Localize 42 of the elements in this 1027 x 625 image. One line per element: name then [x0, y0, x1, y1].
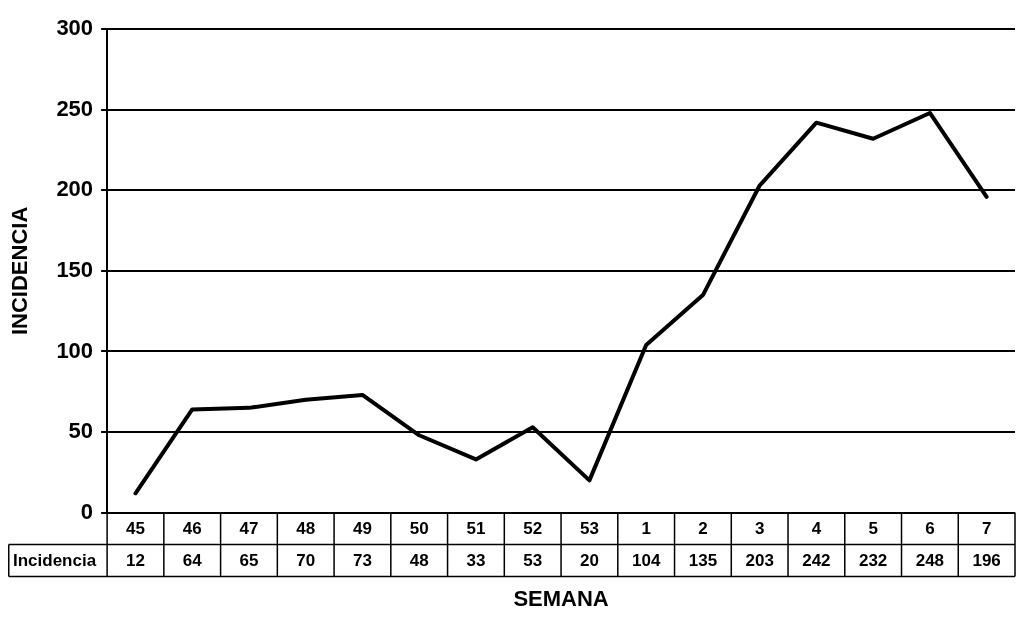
x-tick-label: 47 — [239, 519, 259, 539]
data-label: 104 — [631, 551, 661, 571]
y-tick-label: 0 — [80, 498, 94, 524]
data-label: 196 — [972, 551, 1001, 571]
x-tick-label: 45 — [126, 519, 145, 539]
x-tick-label: 2 — [698, 519, 708, 539]
x-tick-label: 46 — [182, 519, 202, 539]
data-label: 48 — [409, 551, 429, 571]
data-label: 12 — [126, 551, 145, 571]
data-label: 20 — [579, 551, 599, 571]
y-axis-title: INCIDENCIA — [7, 206, 33, 336]
y-tick-label: 200 — [56, 176, 94, 202]
x-tick-label: 7 — [981, 519, 992, 539]
x-tick-label: 51 — [466, 519, 486, 539]
data-label: 73 — [352, 551, 372, 571]
x-axis-title: SEMANA — [513, 585, 609, 611]
x-tick-label: 53 — [579, 519, 599, 539]
data-label: 33 — [466, 551, 486, 571]
data-label: 65 — [239, 551, 259, 571]
data-label: 242 — [802, 551, 831, 571]
y-tick-label: 250 — [56, 95, 94, 121]
x-tick-label: 5 — [868, 519, 878, 539]
legend-label: Incidencia — [13, 551, 97, 571]
data-label: 53 — [523, 551, 543, 571]
y-tick-label: 300 — [56, 15, 94, 41]
data-label: 232 — [858, 551, 888, 571]
y-tick-label: 50 — [68, 418, 94, 444]
x-tick-label: 1 — [641, 519, 651, 539]
x-tick-label: 49 — [352, 519, 372, 539]
data-label: 64 — [182, 551, 203, 571]
y-tick-label: 100 — [56, 337, 94, 363]
x-tick-label: 52 — [523, 519, 543, 539]
x-tick-label: 50 — [409, 519, 429, 539]
x-tick-label: 6 — [925, 519, 935, 539]
data-label: 203 — [745, 551, 774, 571]
x-tick-label: 48 — [296, 519, 316, 539]
data-label: 70 — [296, 551, 316, 571]
data-label: 135 — [688, 551, 718, 571]
y-tick-label: 150 — [56, 256, 94, 282]
data-label: 248 — [915, 551, 945, 571]
x-tick-label: 4 — [811, 519, 822, 539]
x-tick-label: 3 — [754, 519, 765, 539]
